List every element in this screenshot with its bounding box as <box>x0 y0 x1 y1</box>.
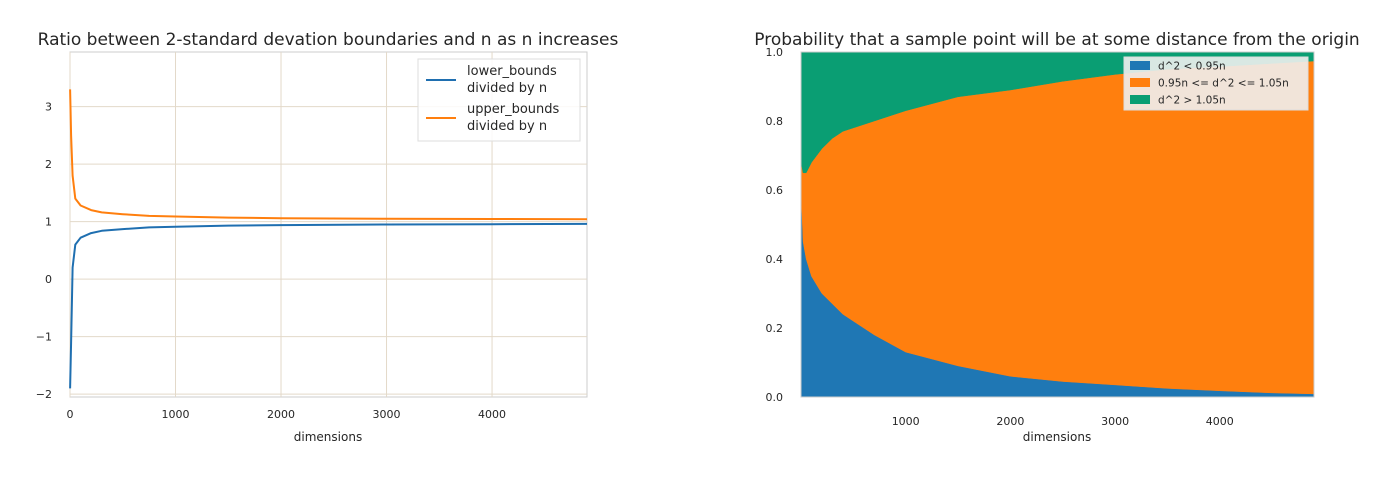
chart2-y-tick-label: 0.0 <box>766 391 784 404</box>
chart1-x-tick-label: 2000 <box>267 408 295 421</box>
legend-label-upper-bounds-line2: divided by n <box>467 119 547 134</box>
legend-label-above: d^2 > 1.05n <box>1158 95 1226 107</box>
chart1-y-ticks: −2 −1 0 1 2 3 <box>36 101 52 402</box>
chart2-title: Probability that a sample point will be … <box>754 30 1359 50</box>
chart2-legend: d^2 < 0.95n 0.95n <= d^2 <= 1.05n d^2 > … <box>1123 56 1309 111</box>
chart1-legend: lower_bounds divided by n upper_bounds d… <box>417 58 581 142</box>
chart-probability-distance: Probability that a sample point will be … <box>754 30 1359 444</box>
chart1-x-tick-label: 1000 <box>162 408 190 421</box>
chart2-y-ticks: 0.0 0.2 0.4 0.6 0.8 1.0 <box>766 46 784 404</box>
legend-swatch-below <box>1130 61 1150 70</box>
chart2-x-tick-label: 1000 <box>892 415 920 428</box>
chart1-x-ticks: 0 1000 2000 3000 4000 <box>67 408 507 421</box>
chart1-y-tick-label: 3 <box>45 101 52 114</box>
chart1-y-tick-label: −1 <box>36 331 52 344</box>
legend-label-upper-bounds-line1: upper_bounds <box>467 102 560 117</box>
chart2-y-tick-label: 0.8 <box>766 115 784 128</box>
chart1-y-tick-label: 0 <box>45 273 52 286</box>
chart2-y-tick-label: 0.2 <box>766 322 784 335</box>
legend-label-lower-bounds-line1: lower_bounds <box>467 64 557 79</box>
chart1-y-tick-label: −2 <box>36 388 52 401</box>
chart1-y-tick-label: 1 <box>45 216 52 229</box>
chart1-title: Ratio between 2-standard devation bounda… <box>38 30 619 50</box>
chart-ratio-boundaries: Ratio between 2-standard devation bounda… <box>36 30 619 444</box>
chart1-legend-box <box>417 58 581 142</box>
chart2-legend-box <box>1123 56 1309 111</box>
legend-label-below: d^2 < 0.95n <box>1158 61 1226 73</box>
chart2-y-tick-label: 0.6 <box>766 184 784 197</box>
chart1-x-tick-label: 0 <box>67 408 74 421</box>
chart2-plot-frame <box>800 51 1315 398</box>
series-line-upper-bounds <box>69 89 588 221</box>
legend-swatch-above <box>1130 95 1150 104</box>
chart1-x-tick-label: 4000 <box>478 408 506 421</box>
chart2-y-tick-label: 1.0 <box>766 46 784 59</box>
chart1-x-axis-label: dimensions <box>294 430 362 444</box>
legend-label-within: 0.95n <= d^2 <= 1.05n <box>1158 78 1289 90</box>
chart2-x-ticks: 1000 2000 3000 4000 <box>892 415 1234 428</box>
chart2-y-tick-label: 0.4 <box>766 253 784 266</box>
legend-label-lower-bounds-line2: divided by n <box>467 81 547 96</box>
chart2-x-axis-label: dimensions <box>1023 430 1091 444</box>
chart2-x-tick-label: 3000 <box>1101 415 1129 428</box>
series-line-lower-bounds <box>69 222 588 389</box>
chart1-y-tick-label: 2 <box>45 158 52 171</box>
chart2-x-tick-label: 4000 <box>1206 415 1234 428</box>
chart1-series <box>69 89 588 389</box>
legend-swatch-within <box>1130 78 1150 87</box>
chart1-x-tick-label: 3000 <box>373 408 401 421</box>
chart2-x-tick-label: 2000 <box>996 415 1024 428</box>
